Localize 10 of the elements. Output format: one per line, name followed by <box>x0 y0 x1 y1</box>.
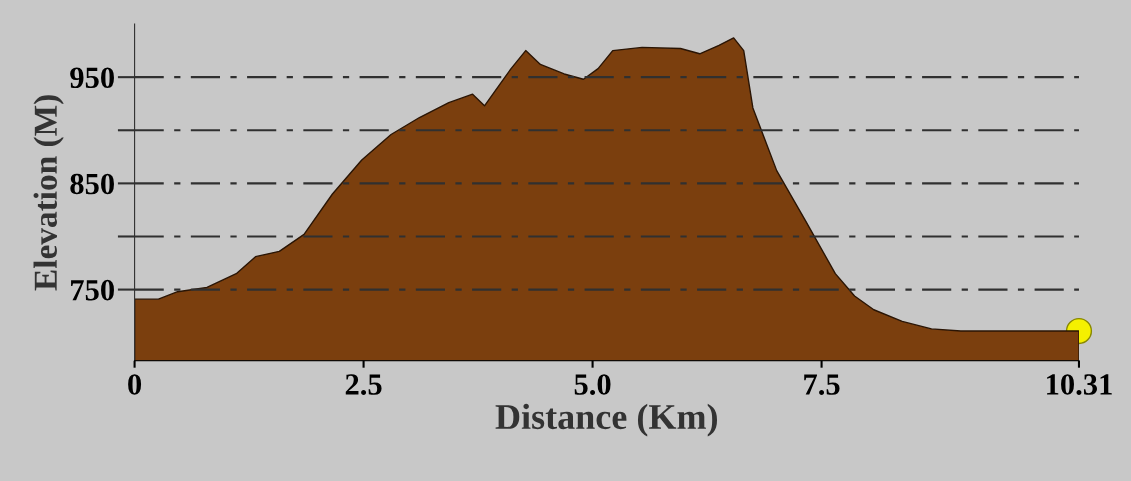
x-tick-label: 2.5 <box>345 374 382 395</box>
x-axis-title: Distance (Km) <box>495 403 718 437</box>
x-tick-label: 0 <box>128 374 142 395</box>
x-tick-label: 10.31 <box>1047 374 1112 395</box>
y-axis-title: Elevation (M) <box>33 95 64 291</box>
y-tick-label: 850 <box>70 173 114 195</box>
y-tick-label: 950 <box>70 67 114 89</box>
x-tick-label: 5.0 <box>574 374 611 395</box>
x-tick-label: 7.5 <box>804 374 840 395</box>
y-tick-label: 750 <box>71 279 114 301</box>
